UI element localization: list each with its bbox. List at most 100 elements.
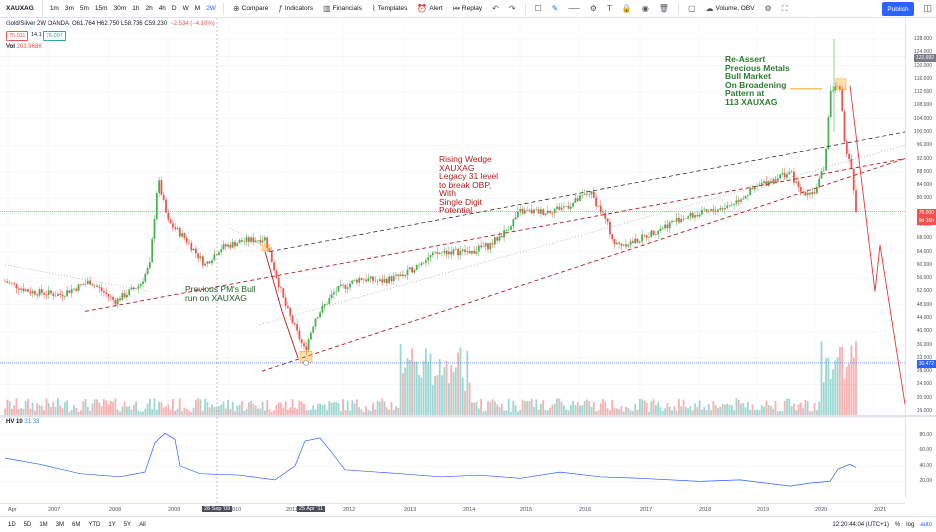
undo-button[interactable]: ↶ — [487, 4, 504, 13]
templates-button[interactable]: ⌇ Templates — [371, 4, 408, 13]
layout-button[interactable]: ▢ — [683, 4, 701, 13]
timeframe-3m[interactable]: 3m — [64, 5, 74, 12]
candle-body — [834, 86, 837, 91]
candle-body — [751, 188, 754, 190]
log-toggle[interactable]: log — [906, 521, 915, 528]
time-axis[interactable]: Apr 2007 2008 2009 2010 2011 2012 2013 2014 2015 2… — [0, 503, 905, 515]
candle-body — [583, 193, 586, 195]
annotation-line: Re-Assert — [725, 54, 766, 64]
timeframe-30m[interactable]: 30m — [113, 5, 127, 12]
range-6m[interactable]: 6M — [72, 521, 81, 528]
volume-bar — [471, 402, 473, 416]
publish-button[interactable]: Publish — [882, 2, 914, 16]
volume-bar — [678, 398, 680, 416]
pen-tool[interactable]: ✎ — [547, 4, 564, 13]
annotation-reassert[interactable]: Re-Assert Precious Metals Bull Market On Br… — [725, 55, 790, 106]
lock-tool[interactable]: 🔒 — [617, 4, 637, 13]
last-price-tag: 76.000 — [916, 208, 936, 217]
volume-bar — [680, 406, 683, 416]
financials-button[interactable]: ▥ Financials — [323, 4, 362, 13]
compare-button[interactable]: ⊕ Compare — [232, 4, 269, 13]
annotation-previous[interactable]: Previous PM's Bull run on XAUXAG — [185, 285, 256, 302]
price-tick: 68.000 — [916, 235, 932, 242]
price-axis[interactable]: 128.000 124.000 120.000 116.000 112.000 108.0… — [905, 18, 936, 498]
volume-bar — [560, 402, 563, 416]
delete-tool[interactable]: 🗑 — [654, 4, 674, 13]
spread-value: 14.1 — [31, 32, 42, 38]
volume-bar — [388, 409, 390, 416]
redo-button[interactable]: ↷ — [504, 4, 521, 13]
timeframe-d[interactable]: D — [171, 5, 177, 12]
range-ytd[interactable]: YTD — [88, 521, 101, 528]
candle-body — [82, 284, 85, 286]
timeframe-1m[interactable]: 1m — [49, 5, 59, 12]
range-1d[interactable]: 1D — [8, 521, 16, 528]
candle-body — [620, 243, 623, 246]
range-all[interactable]: All — [139, 521, 146, 528]
bid-price[interactable]: 75.911 — [6, 31, 29, 41]
timeframe-5m[interactable]: 5m — [79, 5, 89, 12]
clock[interactable]: 12:20:44:04 (UTC+1) — [832, 521, 889, 528]
candle-body — [385, 278, 388, 284]
range-3m[interactable]: 3M — [55, 521, 65, 528]
timeframe-1h[interactable]: 1h — [132, 5, 140, 12]
volume-bar — [372, 403, 374, 416]
range-5d[interactable]: 5D — [23, 521, 32, 528]
timeframe-4h[interactable]: 4h — [158, 5, 166, 12]
volume-bar — [832, 369, 834, 416]
volume-bar — [146, 403, 149, 416]
range-5y[interactable]: 5Y — [123, 521, 132, 528]
volume-bar — [611, 399, 614, 416]
range-1m[interactable]: 1M — [39, 521, 48, 528]
candle-body — [507, 229, 510, 231]
settings-tool[interactable]: ⚙ — [585, 4, 602, 13]
volume-bar — [402, 373, 404, 416]
text-tool[interactable]: T — [602, 4, 617, 13]
line-style[interactable]: ── — [563, 4, 584, 13]
volume-bar — [793, 403, 795, 416]
candle-body — [613, 238, 616, 245]
candle-body — [178, 228, 181, 237]
price-chart[interactable] — [0, 18, 905, 416]
volume-bar — [27, 399, 29, 416]
volume-bar — [609, 410, 611, 416]
annotation-wedge[interactable]: Rising Wedge XAUXAG Legacy 31 level to brea… — [439, 155, 498, 215]
fullscreen-button[interactable]: ⛶ — [777, 4, 793, 14]
chart-settings[interactable]: ⚙ — [760, 4, 777, 13]
camera-icon[interactable]: ◫ — [923, 3, 932, 13]
timeframe-2w[interactable]: 2W — [206, 5, 216, 12]
candle-body — [379, 279, 381, 281]
visibility-tool[interactable]: ◉ — [637, 4, 654, 13]
timeframe-m[interactable]: M — [194, 5, 201, 12]
candle-body — [328, 298, 331, 304]
candle-body — [586, 193, 588, 195]
timeframe-w[interactable]: W — [182, 5, 189, 12]
candle-body — [296, 324, 298, 331]
pane-divider[interactable] — [0, 415, 936, 417]
percent-toggle[interactable]: % — [894, 521, 901, 528]
legend-title[interactable]: Gold/Silver 2W OANDA — [6, 21, 70, 27]
timeframe-2h[interactable]: 2h — [145, 5, 153, 12]
auto-toggle[interactable]: auto — [920, 521, 932, 528]
candle-body — [22, 288, 25, 292]
color-picker[interactable]: ☐ — [530, 4, 547, 13]
volume-bar — [691, 410, 694, 416]
candle-body — [684, 218, 687, 220]
candle-body — [326, 303, 328, 305]
indicators-button[interactable]: ƒ Indicators — [278, 4, 314, 13]
candle-body — [450, 251, 453, 255]
early-trend-line — [4, 264, 151, 292]
volume-bar — [834, 360, 837, 416]
replay-button[interactable]: ⏮ Replay — [452, 3, 483, 13]
volume-dropdown[interactable]: ☁ Volume, OBV — [705, 4, 755, 13]
symbol-search[interactable]: XAUXAG — [0, 0, 43, 17]
candle-body — [66, 290, 68, 297]
timeframe-15m[interactable]: 15m — [94, 5, 108, 12]
alert-button[interactable]: ⏰ Alert — [417, 4, 443, 13]
range-1y[interactable]: 1Y — [108, 521, 116, 528]
ask-price[interactable]: 76.097 — [43, 31, 66, 41]
bottom-bar: 1D 5D 1M 3M 6M YTD 1Y 5Y All 12:20:44:04 (UTC+1)… — [0, 516, 936, 532]
volume-bar — [845, 366, 848, 416]
candle-body — [535, 209, 538, 210]
hv-chart[interactable] — [0, 417, 905, 503]
